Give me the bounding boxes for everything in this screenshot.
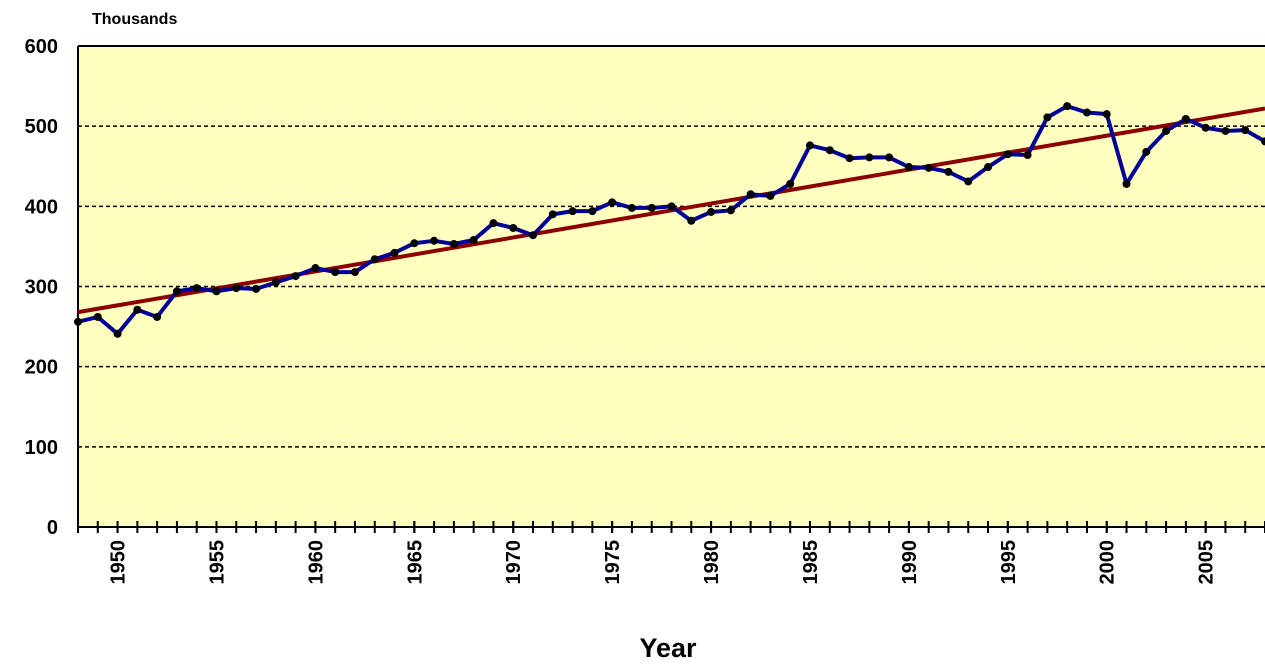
data-point <box>667 202 676 211</box>
data-point <box>924 163 933 172</box>
data-point <box>311 264 320 273</box>
data-point <box>548 210 557 219</box>
data-point <box>865 153 874 162</box>
y-tick-label: 400 <box>25 196 58 218</box>
data-point <box>1023 151 1032 160</box>
data-point <box>984 163 993 172</box>
data-point <box>529 231 538 240</box>
x-tick-label: 1985 <box>800 540 822 585</box>
data-point <box>93 312 102 321</box>
data-point <box>647 203 656 212</box>
data-point <box>133 305 142 314</box>
data-point <box>331 268 340 277</box>
data-point <box>1043 113 1052 122</box>
data-point <box>726 206 735 215</box>
data-point <box>805 141 814 150</box>
data-point <box>746 190 755 199</box>
y-tick-label: 0 <box>47 517 58 539</box>
x-tick-label: 1980 <box>701 540 723 585</box>
data-point <box>707 207 716 216</box>
data-point <box>1122 179 1131 188</box>
data-point <box>291 272 300 281</box>
x-tick-label: 1990 <box>899 540 921 585</box>
data-point <box>1181 114 1190 123</box>
data-point <box>212 287 221 296</box>
data-point <box>885 153 894 162</box>
data-point <box>449 240 458 249</box>
x-tick-label: 1950 <box>108 540 130 585</box>
data-point <box>1241 126 1250 135</box>
data-point <box>1162 126 1171 135</box>
y-tick-label: 500 <box>25 116 58 138</box>
data-point <box>350 268 359 277</box>
data-point <box>1261 137 1265 146</box>
x-tick-label: 2000 <box>1097 540 1119 585</box>
data-point <box>410 239 419 248</box>
data-point <box>469 236 478 245</box>
data-point <box>588 207 597 216</box>
data-point <box>1063 102 1072 111</box>
trend-line <box>77 106 1265 315</box>
data-point <box>1082 108 1091 117</box>
data-point <box>489 219 498 228</box>
data-point <box>766 191 775 200</box>
data-point <box>192 284 201 293</box>
x-tick-label: 1960 <box>305 540 327 585</box>
data-point <box>786 179 795 188</box>
data-point <box>1221 126 1230 135</box>
data-point <box>232 284 241 293</box>
x-tick-label: 1975 <box>602 540 624 585</box>
x-tick-label: 1970 <box>503 540 525 585</box>
x-tick-label: 1955 <box>206 540 228 585</box>
data-point <box>845 154 854 163</box>
data-point <box>153 312 162 321</box>
data-point <box>1102 110 1111 119</box>
data-point <box>271 278 280 287</box>
y-unit-label: Thousands <box>92 11 177 28</box>
y-tick-label: 300 <box>25 277 58 299</box>
data-point <box>904 163 913 172</box>
data-point <box>608 198 617 207</box>
data-point <box>172 287 181 296</box>
data-point <box>113 329 122 338</box>
data-point <box>964 177 973 186</box>
data-point <box>74 317 82 326</box>
y-tick-label: 200 <box>25 357 58 379</box>
x-tick-label: 1995 <box>998 540 1020 585</box>
data-point <box>687 216 696 225</box>
data-point <box>627 203 636 212</box>
data-point <box>825 146 834 155</box>
x-tick-label: 2005 <box>1196 540 1218 585</box>
data-point <box>1003 150 1012 159</box>
x-axis-label: Year <box>639 633 697 663</box>
data-point <box>1142 147 1151 156</box>
data-point <box>252 284 261 293</box>
data-point <box>568 207 577 216</box>
data-point <box>430 236 439 245</box>
y-tick-label: 600 <box>25 36 58 58</box>
y-tick-label: 100 <box>25 437 58 459</box>
data-point <box>509 223 518 232</box>
data-point <box>944 167 953 176</box>
data-point <box>390 248 399 257</box>
x-tick-label: 1965 <box>404 540 426 585</box>
data-point <box>370 255 379 264</box>
data-point <box>1201 123 1210 132</box>
